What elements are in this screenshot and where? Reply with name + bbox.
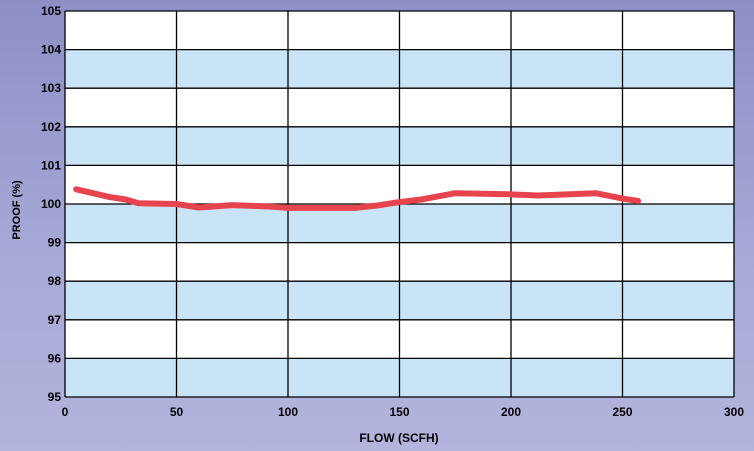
y-tick-label: 100 — [41, 197, 61, 211]
x-tick-label: 250 — [612, 405, 632, 419]
x-tick-label: 150 — [389, 405, 409, 419]
y-tick-label: 98 — [48, 274, 62, 288]
y-tick-label: 97 — [48, 313, 62, 327]
x-tick-label: 0 — [62, 405, 69, 419]
series-layer — [73, 186, 642, 211]
y-tick-label: 104 — [41, 43, 61, 57]
y-tick-label: 102 — [41, 120, 61, 134]
x-tick-labels: 0 50 100 150 200 250 300 — [62, 405, 745, 419]
y-tick-label: 105 — [41, 4, 61, 18]
y-tick-label: 101 — [41, 158, 61, 172]
y-tick-labels: 95 96 97 98 99 100 101 102 103 104 105 — [41, 4, 61, 404]
grid-lines — [64, 10, 735, 398]
y-tick-label: 99 — [48, 236, 62, 250]
series-line — [73, 186, 642, 211]
x-axis-label: FLOW (SCFH) — [359, 431, 438, 445]
x-tick-label: 200 — [501, 405, 521, 419]
y-tick-label: 96 — [48, 351, 62, 365]
x-tick-label: 100 — [278, 405, 298, 419]
y-tick-label: 95 — [48, 390, 62, 404]
y-axis-label: PROOF (%) — [11, 180, 23, 240]
x-tick-label: 50 — [170, 405, 184, 419]
x-tick-label: 300 — [724, 405, 744, 419]
y-tick-label: 103 — [41, 81, 61, 95]
